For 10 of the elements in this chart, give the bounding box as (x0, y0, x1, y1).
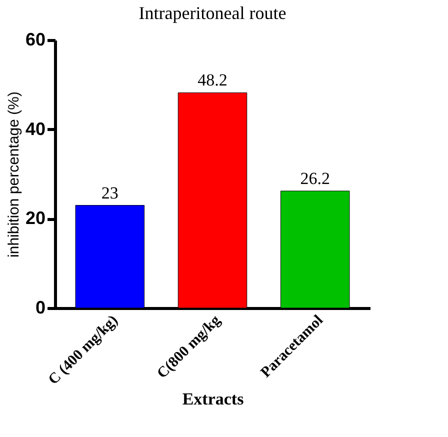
data-label: 48.2 (198, 70, 228, 90)
y-tick-label: 20 (25, 208, 46, 228)
y-tick-label: 40 (25, 118, 46, 139)
data-label: 23 (101, 183, 118, 202)
chart-title: Intraperitoneal route (138, 3, 286, 23)
y-axis-title: inhibition percentage (%) (5, 92, 22, 258)
y-tick-label: 60 (25, 30, 46, 50)
y-tick-label: 0 (35, 298, 46, 318)
data-label: 26.2 (300, 168, 330, 188)
x-axis-title: Extracts (182, 389, 244, 408)
